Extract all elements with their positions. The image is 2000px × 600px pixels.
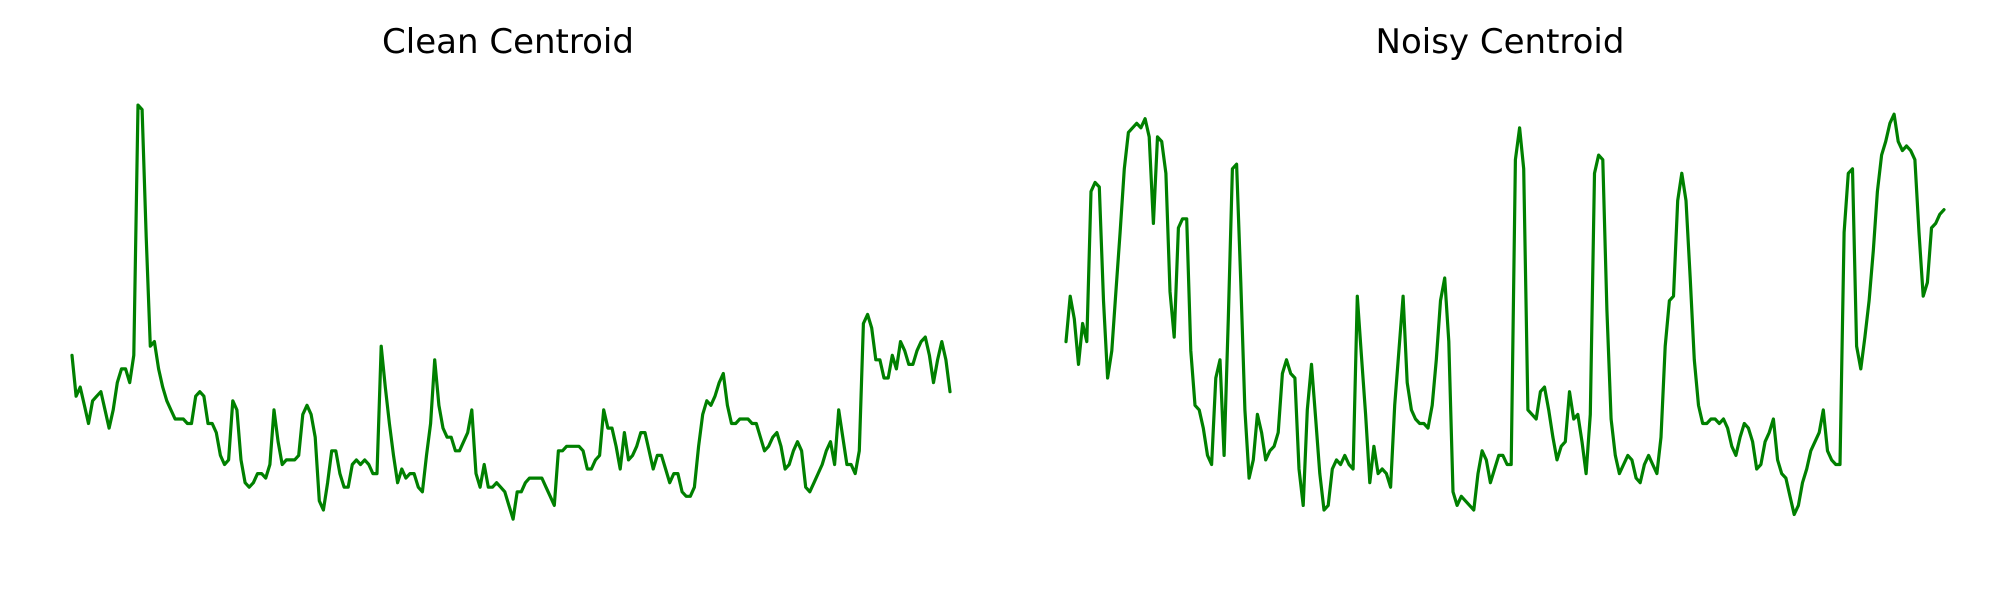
plot-area-noisy-centroid: [1064, 112, 1946, 517]
series-line-noisy-centroid: [1064, 112, 1946, 517]
series-line-clean-centroid: [70, 103, 952, 521]
plot-area-clean-centroid: [70, 103, 952, 521]
chart-title-noisy-centroid: Noisy Centroid: [1375, 22, 1625, 62]
chart-title-clean-centroid: Clean Centroid: [382, 22, 634, 62]
